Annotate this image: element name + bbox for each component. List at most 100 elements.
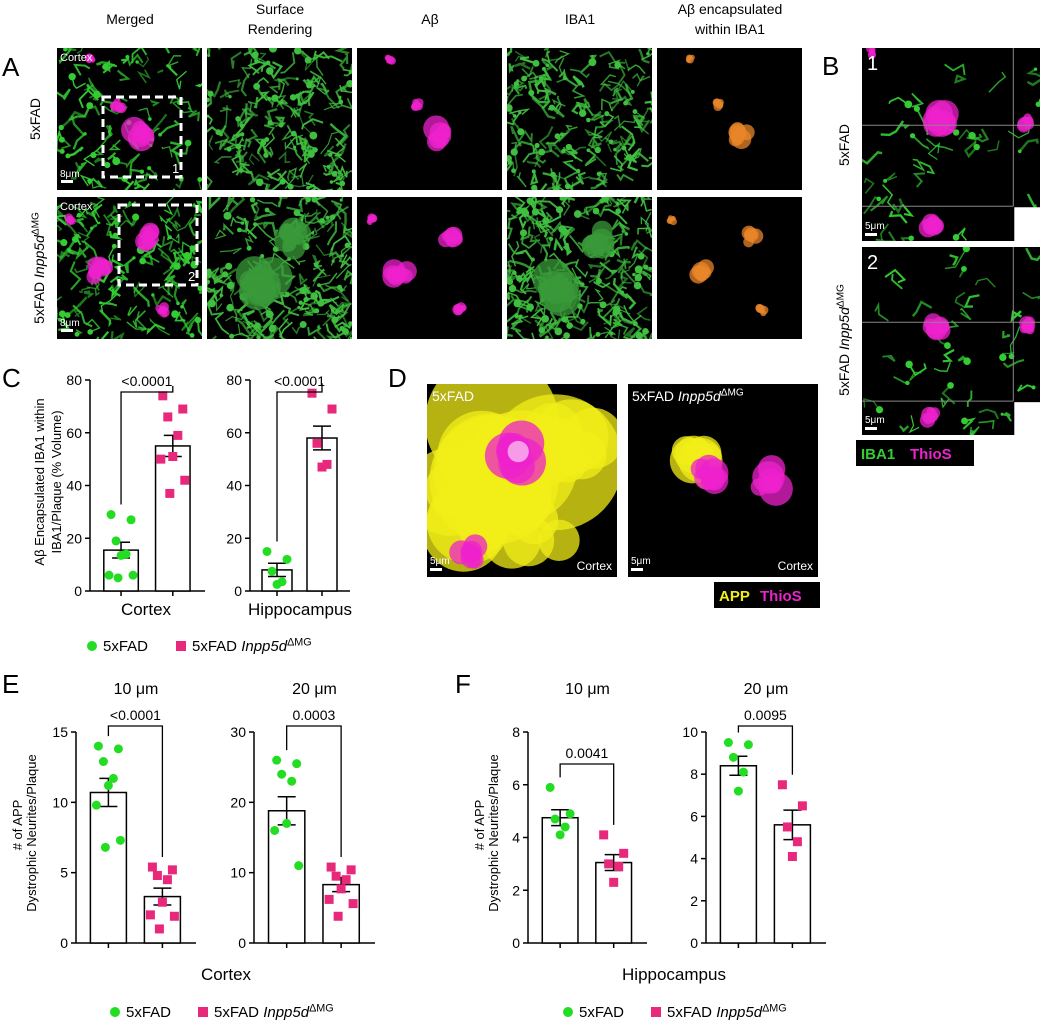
process-fiber	[271, 94, 287, 108]
cell-body	[173, 262, 181, 270]
y-tick-label: 20	[66, 530, 82, 546]
stain-blob	[867, 50, 876, 60]
process-fiber	[539, 197, 547, 212]
process-fiber	[100, 293, 118, 313]
process-fiber	[312, 254, 319, 266]
legend-f: 5xFAD 5xFAD Inpp5dΔMG	[563, 1002, 787, 1021]
cell-body	[312, 197, 317, 200]
data-point	[169, 911, 179, 921]
stain-legend-box	[714, 582, 820, 608]
process-fiber	[228, 79, 242, 89]
process-fiber	[58, 249, 71, 264]
process-fiber	[295, 91, 315, 107]
process-fiber	[584, 149, 597, 167]
process-fiber	[238, 136, 246, 148]
p-value-label: 0.0041	[565, 745, 608, 761]
process-fiber	[870, 195, 889, 212]
cell-body	[518, 110, 522, 115]
process-fiber	[146, 323, 166, 335]
cell-body	[102, 63, 109, 70]
cell-body	[338, 99, 344, 105]
significance-bracket	[276, 383, 323, 542]
data-point	[165, 488, 175, 498]
stain-blob	[459, 305, 466, 312]
micrograph-content	[669, 435, 793, 506]
cell-body	[207, 114, 210, 118]
process-fiber	[219, 247, 242, 255]
cell-body	[973, 143, 980, 151]
panel-letter: A	[2, 52, 20, 82]
process-fiber	[880, 120, 905, 137]
process-fiber	[86, 201, 99, 218]
cell-body	[60, 239, 68, 247]
cell-body	[560, 132, 564, 137]
data-point	[277, 769, 287, 779]
cell-body	[586, 117, 591, 123]
data-point	[733, 786, 743, 796]
process-fiber	[86, 223, 98, 237]
process-fiber	[307, 183, 318, 190]
process-fiber	[637, 282, 652, 297]
cell-body	[229, 333, 235, 339]
micrograph-a-r2-c2	[207, 197, 352, 339]
process-fiber	[579, 295, 590, 314]
process-fiber	[595, 175, 609, 187]
data-point	[619, 848, 629, 858]
process-fiber	[257, 142, 267, 164]
process-fiber	[207, 125, 220, 134]
stain-blob	[686, 58, 691, 63]
process-fiber	[1037, 97, 1040, 105]
scale-bar	[865, 233, 877, 236]
y-tick-label: 80	[66, 372, 82, 388]
process-fiber	[172, 217, 193, 232]
cell-body	[613, 147, 617, 152]
cell-body	[518, 314, 523, 319]
data-point	[346, 865, 356, 875]
process-fiber	[631, 72, 651, 82]
process-fiber	[901, 203, 915, 218]
stain-blob	[158, 306, 170, 318]
micrograph-a-r1-c4	[507, 48, 652, 190]
cell-body	[83, 132, 87, 136]
process-fiber	[124, 180, 135, 190]
process-fiber	[600, 197, 609, 206]
process-fiber	[334, 321, 352, 330]
gene-name: Inpp5d	[241, 638, 288, 655]
micrograph-d-2	[628, 384, 818, 577]
column-header: IBA1	[565, 11, 596, 27]
process-fiber	[285, 338, 287, 339]
cell-body	[104, 162, 111, 169]
y-tick-label: 0	[512, 935, 520, 951]
cell-body	[632, 109, 638, 115]
micrograph-a-r1-c3	[357, 48, 502, 190]
process-fiber	[327, 143, 347, 168]
data-point	[545, 782, 555, 792]
process-fiber	[507, 292, 511, 301]
process-fiber	[611, 219, 626, 231]
panel-letter: F	[455, 669, 471, 699]
process-fiber	[560, 334, 568, 339]
process-fiber	[124, 200, 137, 210]
process-fiber	[949, 254, 959, 266]
y-axis-label: # of APP	[10, 800, 25, 851]
x-axis-label: Hippocampus	[248, 600, 352, 619]
cell-body	[908, 235, 914, 241]
data-point	[113, 744, 123, 754]
process-fiber	[180, 312, 199, 332]
chart-title: 20 μm	[744, 681, 789, 698]
cell-body	[58, 124, 64, 131]
cell-body	[961, 266, 967, 272]
process-fiber	[550, 168, 557, 185]
process-fiber	[304, 211, 317, 218]
cell-body	[632, 321, 638, 327]
chart-title: 10 μm	[565, 681, 610, 698]
data-point	[113, 573, 123, 583]
process-fiber	[94, 288, 100, 297]
cell-body	[521, 75, 528, 82]
cell-body	[634, 273, 643, 282]
process-fiber	[630, 238, 649, 251]
cell-body	[608, 139, 614, 144]
process-fiber	[597, 314, 611, 325]
process-fiber	[245, 138, 252, 148]
